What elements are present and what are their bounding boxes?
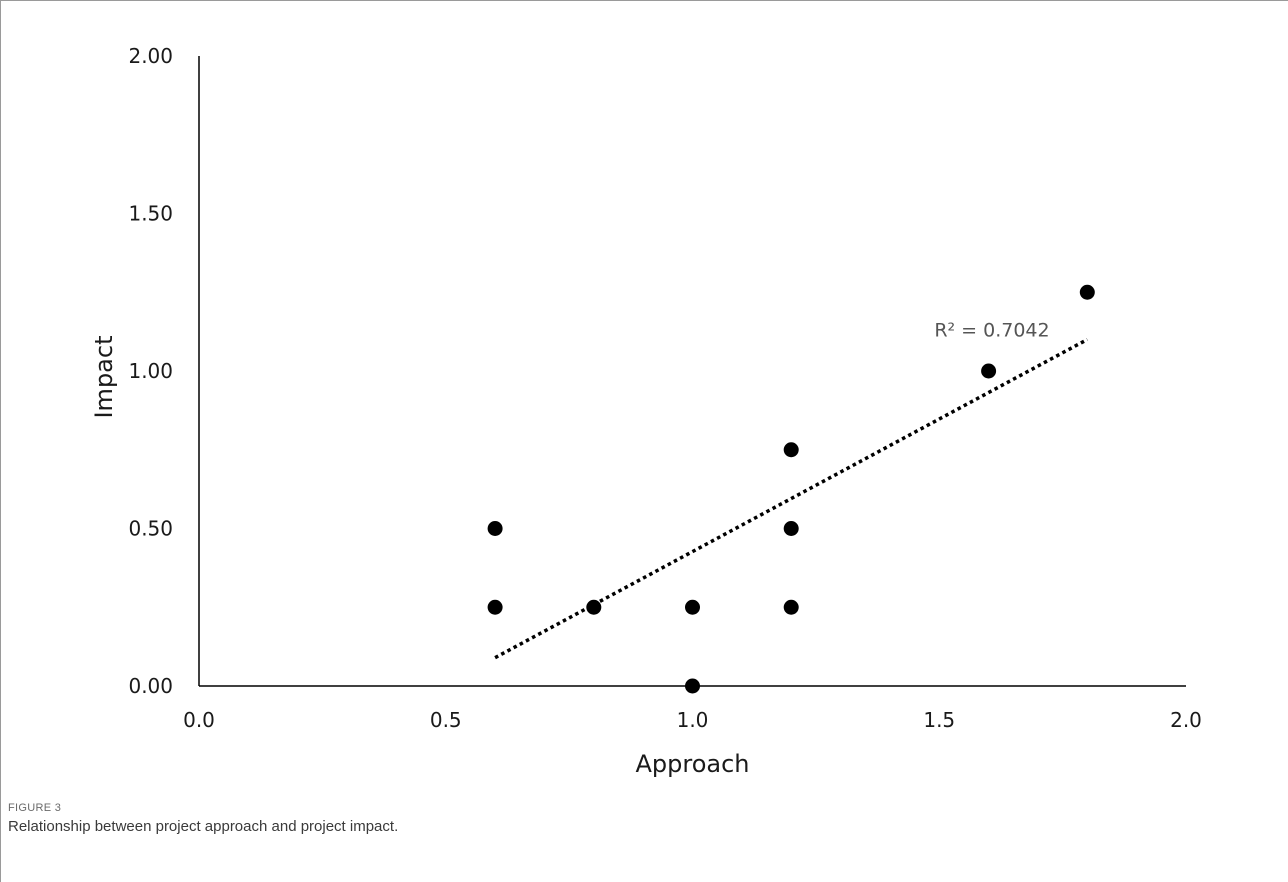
figure-caption: Relationship between project approach an…	[8, 818, 399, 835]
data-points	[487, 284, 1095, 694]
y-axis-title: Impact	[90, 335, 118, 418]
data-point	[487, 599, 503, 615]
y-tick-labels: 0.00 0.50 1.00 1.50 2.00	[128, 44, 173, 698]
data-point	[783, 599, 799, 615]
data-point	[1079, 284, 1095, 300]
x-tick-labels: 0.0 0.5 1.0 1.5 2.0	[183, 708, 1202, 732]
y-tick-label: 0.00	[128, 674, 173, 698]
y-tick-label: 1.00	[128, 359, 173, 383]
y-tick-label: 2.00	[128, 44, 173, 68]
x-axis-title: Approach	[635, 750, 749, 778]
y-tick-label: 1.50	[128, 202, 173, 226]
data-point	[981, 363, 997, 379]
data-point	[783, 442, 799, 458]
data-point	[685, 599, 700, 615]
figure-label: FIGURE 3	[8, 802, 62, 814]
y-tick-label: 0.50	[128, 517, 173, 541]
x-tick-label: 1.5	[923, 708, 955, 732]
scatter-chart: 0.0 0.5 1.0 1.5 2.0 0.00 0.50 1.00 1.50 2.00 R² …	[90, 44, 1202, 778]
x-tick-label: 0.5	[430, 708, 462, 732]
x-tick-label: 2.0	[1170, 708, 1202, 732]
x-tick-label: 1.0	[677, 708, 709, 732]
data-point	[783, 521, 799, 536]
data-point	[685, 678, 700, 694]
r-squared-annotation: R² = 0.7042	[934, 319, 1049, 341]
x-tick-label: 0.0	[183, 708, 215, 732]
data-point	[487, 521, 503, 536]
data-point	[586, 599, 602, 615]
